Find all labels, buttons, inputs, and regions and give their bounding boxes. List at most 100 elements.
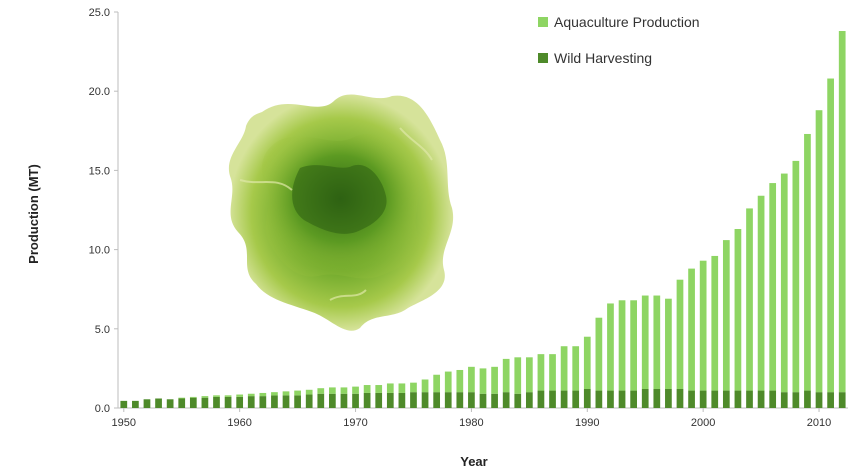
bar-wild-harvesting-1951 [132, 400, 139, 408]
bar-wild-harvesting-1984 [514, 393, 522, 408]
y-tick-label: 20.0 [89, 86, 110, 98]
bar-aquaculture-1975 [410, 382, 417, 393]
bar-wild-harvesting-1976 [421, 392, 429, 408]
bar-wild-harvesting-1994 [630, 390, 637, 408]
bar-aquaculture-1982 [491, 366, 498, 394]
bar-aquaculture-1998 [676, 279, 684, 389]
bar-aquaculture-1985 [525, 357, 533, 393]
x-tick-label: 2000 [691, 417, 715, 429]
bar-aquaculture-1997 [665, 298, 672, 389]
bar-aquaculture-2010 [815, 110, 823, 393]
bar-wild-harvesting-2011 [827, 392, 834, 408]
bar-wild-harvesting-1968 [329, 393, 336, 408]
legend-label-wild: Wild Harvesting [554, 50, 652, 66]
bar-wild-harvesting-2004 [746, 390, 753, 408]
bar-aquaculture-1996 [653, 295, 661, 389]
x-axis-ticks: 1950 1960 1970 1980 1990 2000 2010 [112, 408, 831, 429]
bar-wild-harvesting-1974 [398, 392, 406, 408]
bar-aquaculture-1973 [386, 383, 394, 393]
bar-aquaculture-1961 [247, 393, 255, 397]
x-axis-title: Year [460, 454, 487, 469]
bar-series [120, 31, 846, 408]
seaweed-image [228, 94, 454, 331]
bar-aquaculture-1986 [537, 354, 545, 391]
bar-wild-harvesting-1961 [247, 396, 255, 408]
legend-swatch-wild [538, 53, 548, 63]
bar-aquaculture-1992 [607, 303, 614, 391]
bar-aquaculture-2011 [827, 78, 834, 393]
bar-wild-harvesting-1987 [549, 390, 556, 408]
bar-aquaculture-1956 [189, 396, 197, 398]
bar-wild-harvesting-1962 [259, 396, 267, 408]
bar-wild-harvesting-1964 [282, 395, 290, 408]
bar-wild-harvesting-2005 [757, 390, 765, 408]
bar-aquaculture-1999 [688, 268, 695, 391]
bar-aquaculture-1966 [305, 389, 313, 395]
bar-wild-harvesting-1972 [375, 392, 383, 408]
bar-aquaculture-2007 [780, 173, 788, 393]
bar-wild-harvesting-1998 [676, 388, 684, 408]
bar-wild-harvesting-1963 [271, 395, 278, 408]
bar-aquaculture-1974 [398, 383, 406, 393]
bar-wild-harvesting-1999 [688, 390, 695, 408]
bar-aquaculture-2005 [757, 195, 765, 391]
y-tick-label: 10.0 [89, 245, 110, 257]
y-axis-title: Production (MT) [26, 164, 41, 264]
bar-aquaculture-1955 [178, 397, 186, 399]
bar-wild-harvesting-2006 [769, 390, 777, 408]
bar-aquaculture-1962 [259, 392, 267, 397]
bar-wild-harvesting-1988 [560, 390, 568, 408]
bar-wild-harvesting-1983 [502, 392, 510, 408]
bar-wild-harvesting-2007 [780, 392, 788, 408]
bar-wild-harvesting-1978 [444, 392, 452, 408]
bar-aquaculture-1968 [329, 387, 336, 394]
bar-aquaculture-1969 [340, 387, 348, 394]
legend-label-aquaculture: Aquaculture Production [554, 14, 700, 30]
bar-aquaculture-1967 [317, 388, 325, 394]
bar-aquaculture-1990 [583, 336, 591, 389]
bar-aquaculture-2008 [792, 160, 800, 393]
bar-aquaculture-1960 [236, 394, 244, 397]
bar-wild-harvesting-1954 [166, 399, 174, 408]
bar-aquaculture-1988 [560, 346, 568, 391]
bar-wild-harvesting-1956 [189, 397, 197, 408]
bar-aquaculture-2012 [838, 31, 846, 393]
y-tick-label: 15.0 [89, 165, 110, 177]
bar-wild-harvesting-1958 [213, 396, 220, 408]
bar-wild-harvesting-1950 [120, 400, 128, 408]
bar-aquaculture-1964 [282, 391, 290, 396]
bar-wild-harvesting-1975 [410, 392, 417, 408]
bar-wild-harvesting-1981 [479, 393, 487, 408]
y-tick-label: 5.0 [95, 324, 110, 336]
y-tick-label: 25.0 [89, 7, 110, 19]
bar-wild-harvesting-1979 [456, 392, 464, 408]
bar-aquaculture-1970 [352, 386, 359, 394]
bar-aquaculture-1977 [433, 374, 441, 393]
bar-aquaculture-2001 [711, 255, 719, 391]
x-tick-label: 1960 [227, 417, 251, 429]
bar-wild-harvesting-1985 [525, 392, 533, 408]
bar-aquaculture-2006 [769, 183, 777, 391]
bar-aquaculture-1976 [421, 379, 429, 393]
legend-swatch-aquaculture [538, 17, 548, 27]
bar-aquaculture-1991 [595, 317, 603, 391]
bar-wild-harvesting-1997 [665, 388, 672, 408]
bar-wild-harvesting-1965 [294, 395, 301, 408]
bar-aquaculture-2003 [734, 229, 742, 391]
bar-aquaculture-1971 [363, 385, 371, 393]
bar-wild-harvesting-2010 [815, 392, 823, 408]
bar-aquaculture-1984 [514, 357, 522, 394]
bar-wild-harvesting-1959 [224, 396, 232, 408]
bar-wild-harvesting-2009 [804, 390, 811, 408]
bar-aquaculture-1958 [213, 395, 220, 397]
bar-aquaculture-1965 [294, 390, 301, 396]
bar-aquaculture-1987 [549, 354, 556, 391]
bar-aquaculture-1963 [271, 392, 278, 396]
bar-wild-harvesting-2008 [792, 392, 800, 408]
bar-aquaculture-1959 [224, 395, 232, 397]
bar-aquaculture-1993 [618, 300, 626, 391]
bar-wild-harvesting-1980 [468, 392, 475, 408]
x-tick-label: 1950 [112, 417, 136, 429]
bar-wild-harvesting-1986 [537, 390, 545, 408]
